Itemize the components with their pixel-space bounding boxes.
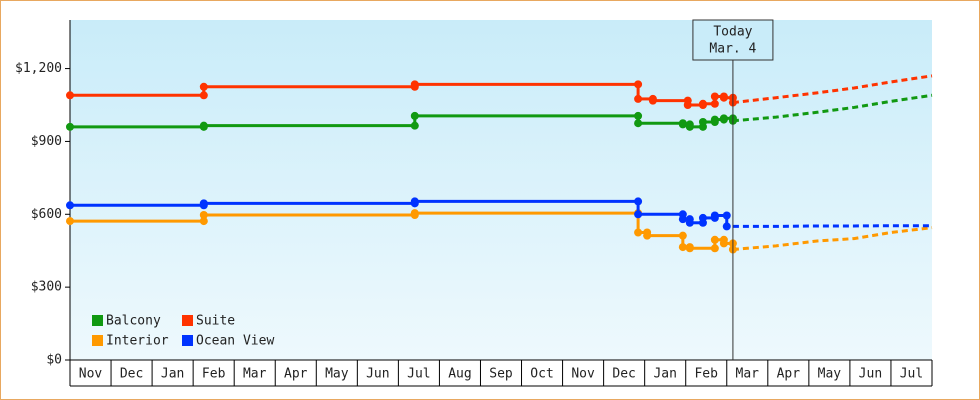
marker — [199, 121, 208, 130]
legend-swatch — [92, 315, 103, 326]
y-tick-label: $600 — [31, 207, 62, 222]
marker — [199, 82, 208, 91]
marker — [710, 211, 719, 220]
today-box — [692, 19, 774, 61]
marker — [634, 228, 643, 237]
marker — [719, 93, 728, 102]
series — [66, 197, 932, 231]
marker — [410, 209, 419, 218]
marker — [678, 243, 687, 252]
marker — [410, 80, 419, 89]
marker — [634, 119, 643, 128]
x-tick-label: Oct — [530, 367, 553, 382]
marker — [66, 122, 74, 131]
marker — [634, 80, 643, 89]
x-tick-label: Mar — [736, 367, 760, 382]
marker — [199, 217, 208, 226]
forecast-line — [732, 74, 933, 105]
marker — [66, 217, 74, 226]
x-tick-label: Feb — [694, 367, 718, 382]
series — [66, 93, 933, 131]
y-tick-label: $300 — [31, 280, 62, 295]
x-tick-label: Jul — [407, 367, 430, 382]
marker — [634, 111, 643, 120]
x-tick-label: Nov — [79, 367, 103, 382]
x-tick-label: Jul — [900, 367, 923, 382]
marker — [199, 91, 208, 100]
marker — [710, 92, 719, 101]
marker — [685, 244, 694, 253]
x-tick-label: Feb — [202, 367, 226, 382]
marker — [634, 210, 643, 219]
marker — [698, 118, 707, 126]
series — [66, 74, 933, 109]
marker — [410, 111, 419, 120]
forecast-line — [732, 93, 933, 123]
plot-area — [70, 20, 932, 360]
x-tick-label: Dec — [612, 367, 635, 382]
marker — [698, 99, 707, 108]
x-tick-label: Apr — [284, 367, 308, 382]
marker — [66, 201, 74, 210]
marker — [634, 94, 643, 103]
marker — [722, 211, 731, 220]
today-label: Mar. 4 — [709, 42, 756, 57]
marker — [643, 231, 652, 240]
x-tick-label: Jan — [653, 367, 676, 382]
marker — [678, 120, 687, 129]
legend-swatch — [92, 335, 103, 346]
marker — [710, 115, 719, 124]
y-tick-label: $900 — [31, 134, 62, 149]
marker — [685, 122, 694, 131]
legend-label: Balcony — [106, 314, 161, 329]
marker — [678, 231, 687, 240]
x-tick-label: Apr — [777, 367, 801, 382]
marker — [710, 99, 719, 108]
legend-label: Interior — [106, 334, 169, 349]
x-tick-label: Jun — [366, 367, 389, 382]
x-tick-label: Jun — [859, 367, 882, 382]
marker — [719, 114, 728, 123]
x-tick-label: Nov — [571, 367, 595, 382]
marker — [199, 199, 208, 208]
marker — [66, 91, 74, 100]
legend-label: Ocean View — [196, 334, 274, 349]
marker — [683, 101, 692, 109]
x-tick-label: Jan — [161, 367, 184, 382]
x-tick-label: Dec — [120, 367, 143, 382]
marker — [698, 213, 707, 222]
marker — [634, 197, 643, 206]
y-tick-label: $0 — [46, 353, 62, 368]
series — [66, 209, 933, 254]
forecast-line — [732, 226, 933, 251]
marker — [648, 96, 657, 105]
marker — [710, 235, 719, 244]
x-tick-label: May — [818, 367, 842, 382]
marker — [719, 239, 728, 248]
today-label: Today — [713, 25, 752, 40]
legend-swatch — [182, 315, 193, 326]
x-tick-label: May — [325, 367, 349, 382]
legend-label: Suite — [196, 314, 235, 329]
x-tick-label: Sep — [489, 367, 513, 382]
marker — [410, 197, 419, 206]
marker — [722, 222, 731, 231]
marker — [199, 211, 208, 220]
forecast-line — [732, 224, 932, 228]
y-tick-label: $1,200 — [15, 61, 62, 76]
marker — [678, 215, 687, 224]
x-tick-label: Aug — [448, 367, 471, 382]
marker — [685, 218, 694, 227]
marker — [710, 244, 719, 253]
x-tick-label: Mar — [243, 367, 267, 382]
marker — [410, 121, 419, 130]
legend-swatch — [182, 335, 193, 346]
